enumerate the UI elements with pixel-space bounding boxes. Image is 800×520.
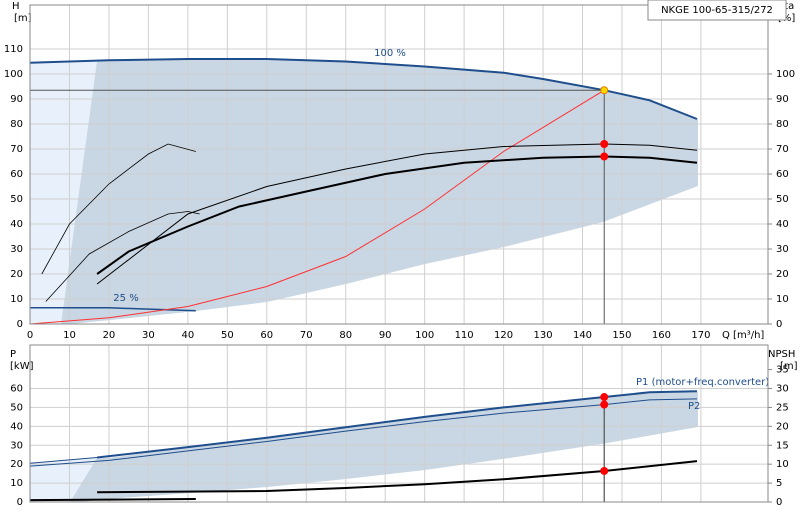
- y-tick-label: 30: [10, 440, 23, 451]
- y2-axis-unit: [%]: [778, 13, 795, 24]
- curve: [29, 398, 698, 467]
- operating-point: [600, 140, 609, 148]
- y-tick-label: 110: [4, 44, 23, 55]
- x-tick-label: 10: [63, 330, 76, 341]
- plot-frame: [29, 344, 769, 503]
- y-axis-label: P: [10, 349, 16, 360]
- y-tick-label: 70: [10, 144, 23, 155]
- x-tick-label: 20: [103, 330, 116, 341]
- y2-tick-label: 0: [776, 497, 782, 508]
- y2-axis-label: NPSH: [768, 349, 795, 360]
- y2-tick-label: 50: [776, 194, 789, 205]
- curve: [29, 498, 196, 502]
- curve: [96, 155, 698, 275]
- chart-title: NKGE 100-65-315/272: [661, 5, 773, 16]
- x-tick-label: 60: [260, 330, 273, 341]
- y2-tick-label: 15: [776, 440, 789, 451]
- curve-label: P1 (motor+freq.converter): [636, 377, 769, 388]
- x-tick-label: 110: [455, 330, 474, 341]
- y-tick-label: 90: [10, 94, 23, 105]
- curve: [29, 457, 98, 464]
- y-axis-label: H: [12, 1, 20, 12]
- y2-tick-label: 100: [776, 69, 795, 80]
- y-tick-label: 60: [10, 384, 23, 395]
- y2-tick-label: 0: [776, 319, 782, 330]
- operating-point: [600, 152, 609, 161]
- operating-point: [600, 466, 609, 475]
- x-tick-label: 0: [27, 330, 33, 341]
- y-tick-label: 0: [17, 319, 23, 330]
- y2-tick-label: 25: [776, 402, 789, 413]
- x-tick-label: 50: [221, 330, 234, 341]
- y-tick-label: 20: [10, 459, 23, 470]
- y2-tick-label: 40: [776, 219, 789, 230]
- y-tick-label: 10: [10, 478, 23, 489]
- y-tick-label: 30: [10, 244, 23, 255]
- title-box: [647, 0, 787, 21]
- area-light: [30, 61, 97, 324]
- y2-tick-label: 20: [776, 269, 789, 280]
- x-tick-label: 160: [652, 330, 671, 341]
- curve: [45, 211, 200, 302]
- y2-tick-label: 90: [776, 94, 789, 105]
- x-tick-label: 150: [612, 330, 631, 341]
- y2-tick-label: 20: [776, 421, 789, 432]
- y2-tick-label: 35: [776, 365, 789, 376]
- curve-label: 25 %: [113, 293, 138, 304]
- area-light: [30, 458, 97, 502]
- plot: 0 10 20 30 40 50 60 70 80 90 100 110 120 130 140 150 160…: [4, 1, 798, 508]
- plot-frame: [29, 4, 769, 325]
- area-dark: [61, 59, 698, 324]
- curve-label: 100 %: [374, 48, 406, 59]
- x-tick-label: 90: [379, 330, 392, 341]
- y2-tick-label: 70: [776, 144, 789, 155]
- y2-tick-label: 30: [776, 244, 789, 255]
- curve: [96, 390, 698, 459]
- y2-tick-label: 10: [776, 459, 789, 470]
- y-tick-label: 40: [10, 421, 23, 432]
- operating-point: [600, 86, 609, 95]
- y-tick-label: 50: [10, 402, 23, 413]
- y-axis-unit: [kW]: [10, 361, 34, 372]
- x-tick-label: 100: [415, 330, 434, 341]
- y-tick-label: 50: [10, 194, 23, 205]
- y-tick-label: 0: [17, 497, 23, 508]
- curve: [41, 143, 196, 275]
- y2-tick-label: 5: [776, 478, 782, 489]
- y-tick-label: 10: [10, 294, 23, 305]
- x-tick-label: 40: [181, 330, 194, 341]
- y-tick-label: 80: [10, 119, 23, 130]
- operating-point: [600, 393, 609, 402]
- curve: [96, 143, 698, 285]
- y2-tick-label: 10: [776, 294, 789, 305]
- x-tick-label: 30: [142, 330, 155, 341]
- y2-tick-label: 80: [776, 119, 789, 130]
- y-axis-unit: [m]: [14, 13, 32, 24]
- x-tick-label: 70: [300, 330, 313, 341]
- y-tick-label: 60: [10, 169, 23, 180]
- x-axis-label: Q [m³/h]: [722, 330, 764, 341]
- x-tick-label: 80: [339, 330, 352, 341]
- y-tick-label: 20: [10, 269, 23, 280]
- y2-axis-unit: [m]: [780, 361, 798, 372]
- y-tick-label: 40: [10, 219, 23, 230]
- curve: [29, 58, 698, 120]
- y2-tick-label: 30: [776, 384, 789, 395]
- x-tick-label: 170: [691, 330, 710, 341]
- operating-point: [600, 400, 609, 409]
- x-tick-label: 140: [573, 330, 592, 341]
- y2-tick-label: 60: [776, 169, 789, 180]
- x-tick-label: 130: [534, 330, 553, 341]
- x-tick-label: 120: [494, 330, 513, 341]
- curve-label: P2: [688, 401, 700, 412]
- y-tick-label: 100: [4, 69, 23, 80]
